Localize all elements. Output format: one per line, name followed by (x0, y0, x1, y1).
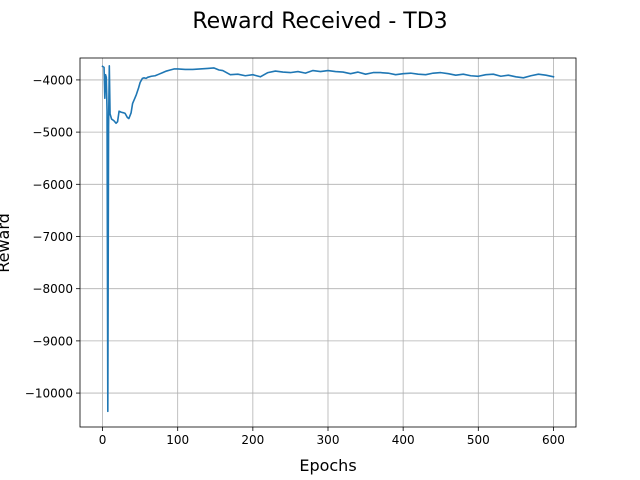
x-axis-title: Epochs (299, 456, 356, 475)
y-tick-label: −7000 (32, 230, 73, 244)
y-tick-label: −9000 (32, 334, 73, 348)
y-tick-label: −8000 (32, 282, 73, 296)
axis-ticks: 0 100 200 300 400 500 600 −4000 −5000 −6000 −7000 −… (25, 73, 565, 447)
x-tick-label: 500 (467, 433, 490, 447)
x-tick-label: 600 (542, 433, 565, 447)
x-tick-label: 0 (99, 433, 107, 447)
y-tick-label: −6000 (32, 178, 73, 192)
y-tick-label: −10000 (25, 387, 73, 401)
x-tick-label: 100 (166, 433, 189, 447)
grid (80, 58, 576, 427)
chart-title: Reward Received - TD3 (192, 9, 447, 34)
x-tick-label: 400 (392, 433, 415, 447)
x-tick-label: 300 (317, 433, 340, 447)
reward-series-line (101, 65, 555, 413)
y-axis-title: Reward (0, 213, 13, 273)
plot-frame (79, 57, 577, 428)
x-tick-label: 200 (241, 433, 264, 447)
y-tick-label: −5000 (32, 126, 73, 140)
y-tick-label: −4000 (32, 73, 73, 87)
series-group (101, 65, 555, 413)
